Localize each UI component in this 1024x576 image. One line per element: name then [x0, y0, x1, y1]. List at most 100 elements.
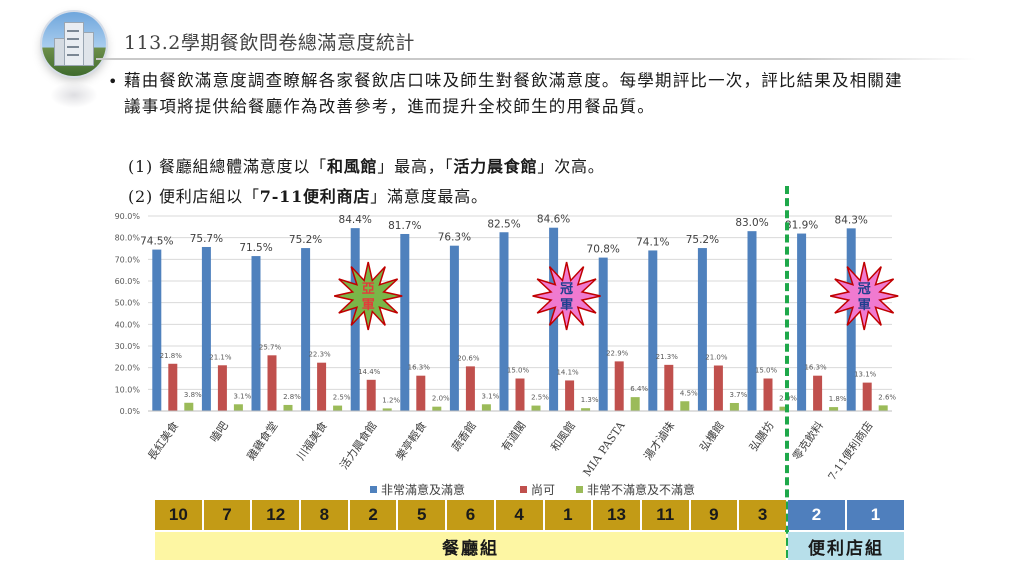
rank-cell-restaurant: 2 — [349, 500, 397, 530]
bar — [630, 397, 640, 411]
data-label: 2.0% — [432, 395, 450, 403]
y-tick-label: 30.0% — [115, 342, 141, 351]
data-label: 13.1% — [854, 371, 877, 379]
data-label: 1.8% — [829, 395, 847, 403]
bar — [317, 362, 327, 411]
data-label: 15.0% — [507, 367, 530, 375]
rank-cell-restaurant: 5 — [398, 500, 446, 530]
rank-cell-store: 2 — [787, 500, 845, 530]
legend-label: 非常滿意及滿意 — [381, 482, 465, 497]
rank-cell-restaurant: 8 — [301, 500, 348, 530]
campus-logo — [42, 12, 106, 76]
rank-cell-restaurant: 4 — [495, 500, 543, 530]
bar — [713, 365, 723, 411]
bar — [697, 248, 707, 411]
data-label: 2.6% — [878, 393, 896, 401]
point1-middle: 」最高，「 — [377, 157, 454, 176]
legend-label: 尚可 — [531, 483, 555, 497]
bar — [499, 232, 509, 411]
legend-swatch — [520, 486, 527, 493]
bar — [465, 366, 475, 411]
rank-cell-restaurant: 1 — [544, 500, 592, 530]
page-title: 113.2學期餐飲問卷總滿意度統計 — [124, 32, 415, 54]
legend-label: 非常不滿意及不滿意 — [587, 482, 695, 497]
bar — [333, 405, 343, 411]
data-label: 82.5% — [487, 218, 520, 230]
bullet-icon: • — [108, 72, 118, 91]
group-divider-line — [785, 186, 789, 558]
group-row: 餐廳組 便利店組 — [155, 532, 904, 560]
rank-cell-restaurant: 11 — [641, 500, 689, 530]
data-label: 2.5% — [333, 394, 351, 402]
data-label: 71.5% — [239, 242, 272, 254]
x-tick-label: 和風館 — [548, 419, 578, 454]
award-burst — [334, 261, 403, 331]
bar — [531, 405, 541, 411]
y-tick-label: 60.0% — [115, 277, 141, 286]
bar — [614, 361, 624, 411]
data-label: 22.9% — [606, 349, 629, 357]
data-label: 25.7% — [259, 343, 282, 351]
data-label: 1.2% — [382, 396, 400, 404]
x-tick-label: 弘膳坊 — [746, 419, 776, 454]
data-label: 2.5% — [531, 394, 549, 402]
rank-cell-restaurant: 7 — [203, 500, 251, 530]
data-label: 21.1% — [209, 353, 232, 361]
bar — [813, 375, 823, 411]
intro-paragraph: 藉由餐飲滿意度調查瞭解各家餐飲店口味及師生對餐飲滿意度。每學期評比一次，評比結果… — [124, 71, 903, 116]
x-tick-label: 川福美食 — [293, 419, 330, 463]
x-tick-label: 樂亭輕食 — [393, 419, 430, 463]
bar — [862, 382, 872, 411]
data-label: 14.1% — [556, 368, 579, 376]
bar — [878, 405, 888, 411]
y-tick-label: 50.0% — [115, 299, 141, 308]
rank-cell-restaurant: 13 — [593, 500, 640, 530]
bar — [481, 404, 491, 411]
y-tick-label: 70.0% — [115, 255, 141, 264]
data-label: 6.4% — [630, 385, 648, 393]
bar — [233, 404, 243, 411]
data-label: 21.3% — [656, 353, 679, 361]
x-tick-label: MIA PASTA — [581, 418, 629, 478]
bar — [168, 363, 178, 411]
bar — [251, 256, 261, 411]
y-tick-label: 0.0% — [120, 407, 141, 416]
title-divider — [96, 58, 976, 60]
point1-suffix: 」次高。 — [537, 157, 605, 176]
x-tick-label: 零克飲料 — [789, 419, 826, 463]
data-label: 21.8% — [160, 352, 183, 360]
data-label: 3.1% — [482, 392, 500, 400]
data-label: 81.9% — [785, 220, 818, 232]
data-label: 21.0% — [705, 354, 728, 362]
bar — [581, 408, 591, 411]
group-label-store: 便利店組 — [788, 532, 904, 560]
point2-best: 7-11便利商店 — [259, 187, 371, 206]
bar — [400, 233, 410, 411]
bar — [416, 375, 426, 411]
award-text: 軍 — [560, 298, 573, 313]
bar — [664, 364, 674, 411]
y-tick-label: 90.0% — [115, 212, 141, 221]
bar — [680, 401, 690, 411]
data-label: 84.3% — [835, 214, 868, 226]
data-label: 20.6% — [457, 354, 480, 362]
data-label: 74.5% — [140, 236, 173, 248]
x-tick-label: 嗑吧 — [208, 419, 231, 444]
y-tick-label: 40.0% — [115, 320, 141, 329]
bar — [201, 246, 211, 411]
point-restaurant-summary: (1) 餐廳組總體滿意度以「和風館」最高，「活力晨食館」次高。 — [128, 153, 605, 177]
point2-suffix: 」滿意度最高。 — [370, 187, 488, 206]
data-label: 22.3% — [308, 351, 331, 359]
data-label: 81.7% — [388, 220, 421, 232]
data-label: 3.7% — [730, 391, 748, 399]
group-label-restaurant: 餐廳組 — [155, 532, 786, 560]
award-text: 軍 — [858, 298, 871, 313]
bar — [184, 402, 194, 411]
data-label: 75.2% — [686, 234, 719, 246]
data-label: 14.4% — [358, 368, 381, 376]
logo-reflection — [50, 82, 98, 108]
bar — [747, 231, 757, 411]
data-label: 83.0% — [735, 217, 768, 229]
x-tick-label: 雞雞食堂 — [244, 419, 281, 463]
